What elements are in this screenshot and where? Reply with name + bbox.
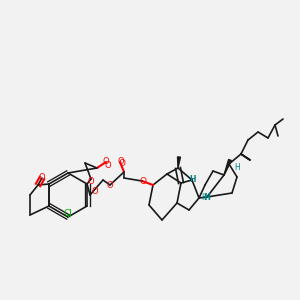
Text: H: H xyxy=(204,193,210,202)
Text: O: O xyxy=(107,181,113,190)
Polygon shape xyxy=(224,159,231,175)
Text: O: O xyxy=(92,188,98,196)
Text: O: O xyxy=(103,158,109,166)
Text: O: O xyxy=(118,158,125,167)
Text: H: H xyxy=(201,194,207,202)
Text: O: O xyxy=(39,173,45,182)
Text: Cl: Cl xyxy=(64,208,72,217)
Text: H: H xyxy=(189,176,195,184)
Text: O: O xyxy=(118,158,124,166)
Text: O: O xyxy=(88,176,94,185)
Polygon shape xyxy=(178,157,181,168)
Text: H: H xyxy=(234,164,240,172)
Text: O: O xyxy=(140,176,146,185)
Text: O: O xyxy=(105,160,111,169)
